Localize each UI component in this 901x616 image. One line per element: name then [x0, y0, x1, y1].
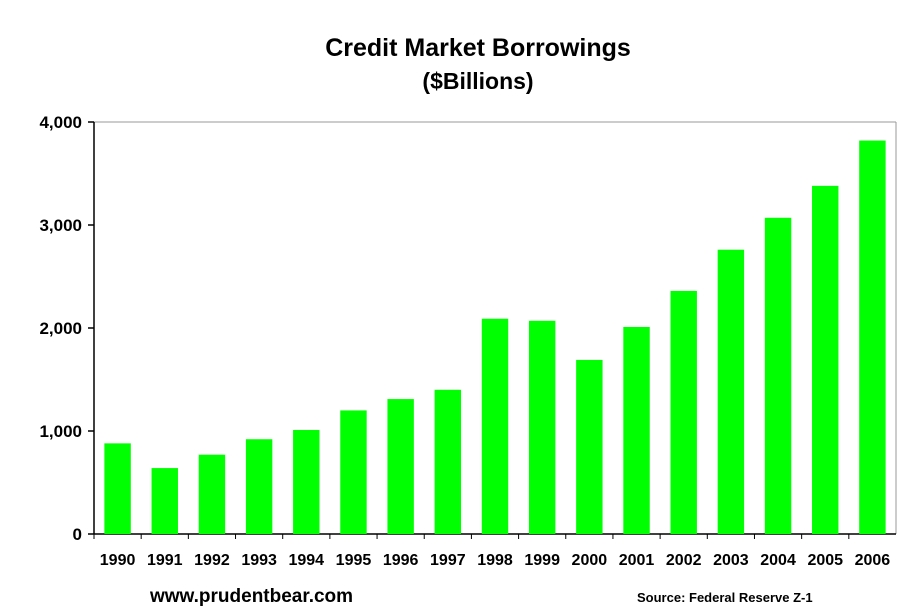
bar-1994: [293, 429, 320, 534]
website-label: www.prudentbear.com: [149, 586, 353, 607]
x-tick-label: 2006: [855, 552, 891, 569]
bar-1999: [528, 320, 556, 534]
x-tick-label: 1993: [241, 552, 277, 569]
x-tick-label: 2000: [572, 552, 608, 569]
x-tick-label: 1994: [288, 552, 324, 569]
bar-2002: [670, 290, 697, 534]
bar-2003: [717, 249, 745, 534]
y-tick-label: 3,000: [39, 216, 82, 235]
bar-1990: [104, 443, 131, 534]
bar-1995: [340, 410, 367, 534]
source-label: Source: Federal Reserve Z-1: [637, 590, 813, 605]
y-tick-label: 2,000: [39, 319, 82, 338]
x-tick-label: 1996: [383, 552, 419, 569]
y-tick-label: 4,000: [39, 113, 82, 132]
x-tick-label: 2001: [619, 552, 655, 569]
x-tick-label: 1995: [336, 552, 372, 569]
y-tick-label: 1,000: [39, 422, 82, 441]
bar-1991: [151, 468, 178, 534]
bar-1998: [481, 318, 509, 534]
x-tick-label: 1999: [524, 552, 560, 569]
bar-1997: [434, 389, 462, 534]
x-axis-ticks: 1990 1991 1992 1993 1994 1995 1996 1997 1998 1999…: [93, 534, 891, 569]
x-tick-label: 2005: [807, 552, 843, 569]
bar-2004: [764, 217, 792, 535]
x-tick-label: 1990: [100, 552, 136, 569]
bar-2005: [812, 185, 839, 535]
chart-title: Credit Market Borrowings: [325, 34, 631, 62]
x-tick-label: 1992: [194, 552, 230, 569]
y-axis-ticks: 0 1,000 2,000 3,000 4,000: [39, 113, 94, 544]
bar-2006: [859, 140, 886, 535]
x-tick-label: 2003: [713, 552, 749, 569]
x-tick-label: 2004: [760, 552, 796, 569]
x-tick-label: 1998: [477, 552, 513, 569]
bars: [104, 140, 886, 535]
bar-1993: [245, 439, 273, 534]
x-tick-label: 2002: [666, 552, 702, 569]
bar-2001: [623, 326, 650, 534]
y-tick-label: 0: [73, 525, 82, 544]
chart-subtitle: ($Billions): [422, 68, 533, 94]
x-tick-label: 1991: [147, 552, 183, 569]
bar-2000: [576, 359, 603, 534]
bar-1992: [198, 454, 226, 534]
x-tick-label: 1997: [430, 552, 466, 569]
bar-1996: [387, 399, 414, 534]
